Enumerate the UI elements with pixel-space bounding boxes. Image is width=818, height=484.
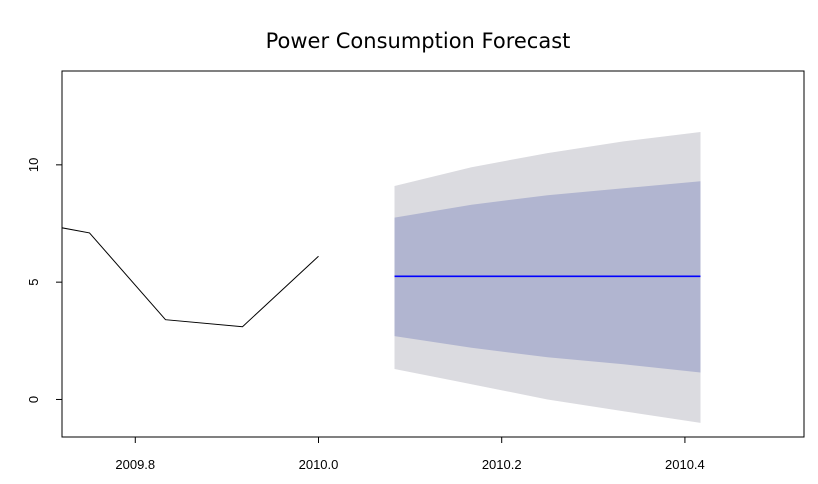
y-tick-label: 5 (26, 279, 41, 286)
observed-line (62, 227, 319, 328)
axes: 2009.8 2010.0 2010.2 2010.4 0 5 10 (26, 158, 705, 472)
plot-area (62, 132, 701, 423)
y-tick-label: 0 (26, 396, 41, 403)
plot-frame (61, 70, 805, 438)
x-tick-label: 2010.0 (299, 457, 339, 472)
x-tick-label: 2010.2 (482, 457, 522, 472)
y-tick-label: 10 (26, 158, 41, 172)
x-tick-label: 2009.8 (115, 457, 155, 472)
x-tick-label: 2010.4 (665, 457, 705, 472)
chart-title: Power Consumption Forecast (266, 29, 571, 53)
